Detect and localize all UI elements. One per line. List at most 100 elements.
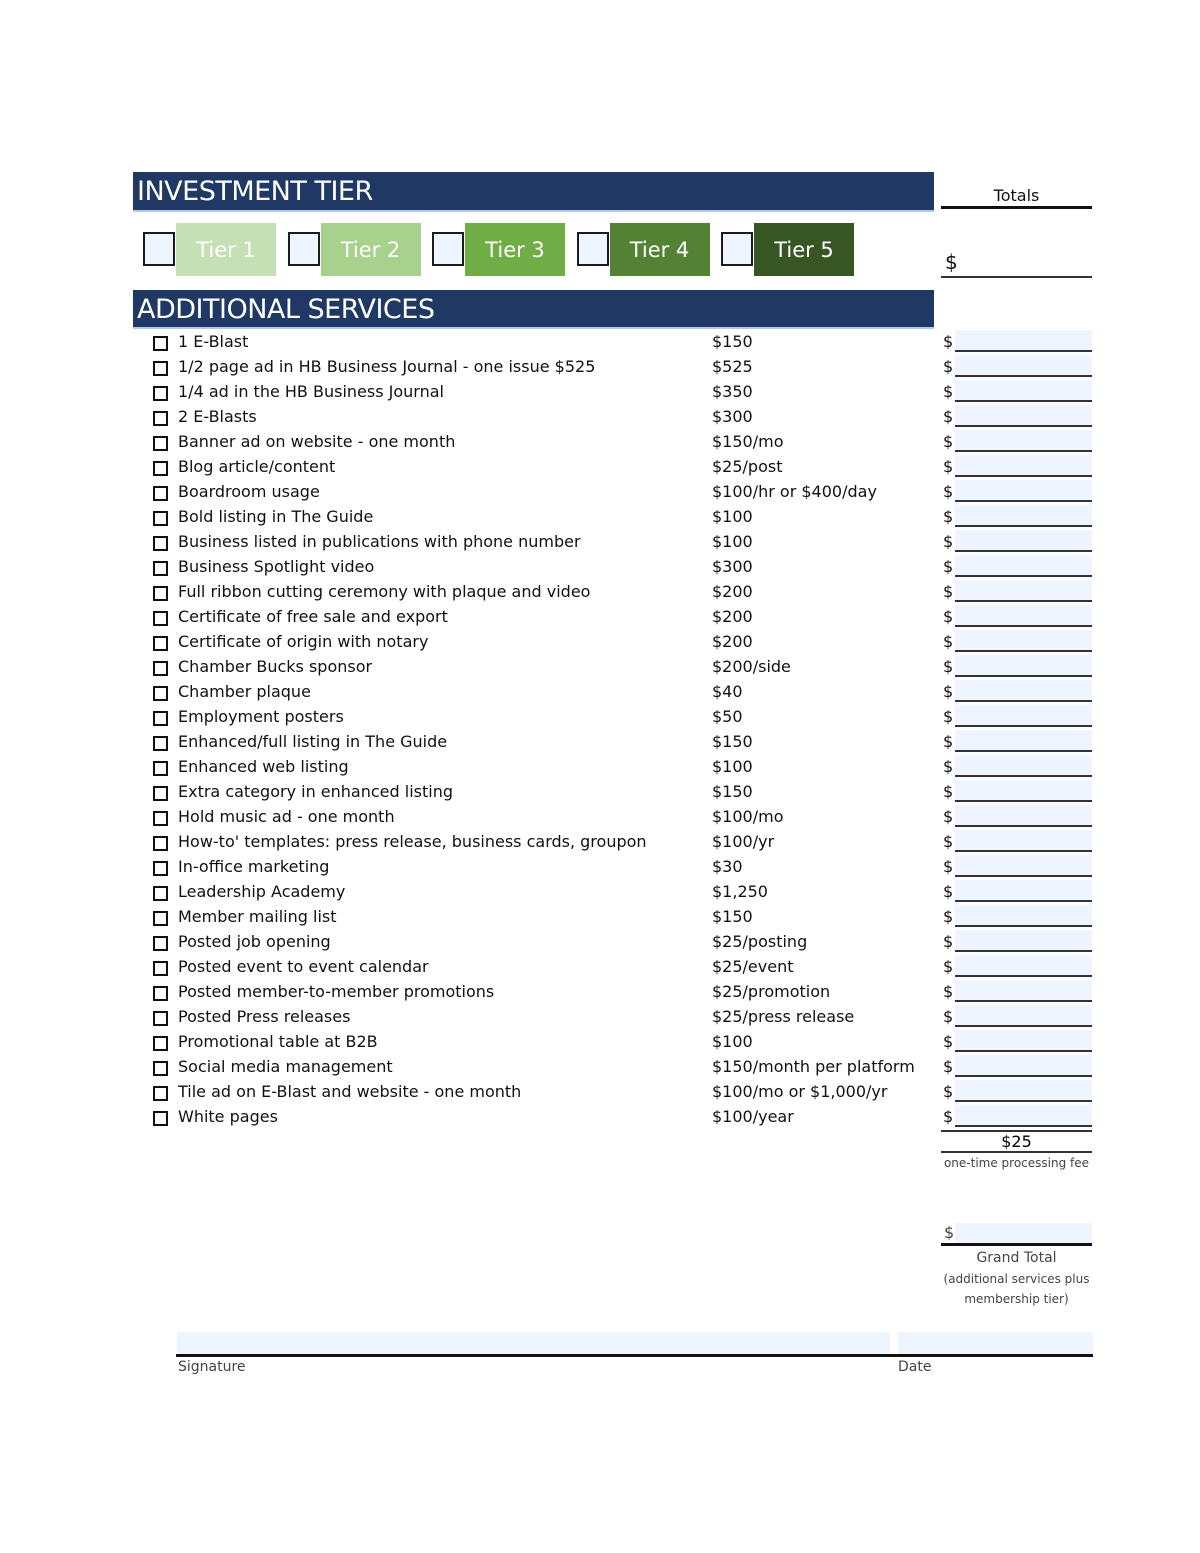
service-checkbox[interactable] bbox=[153, 736, 168, 751]
service-total-field[interactable] bbox=[955, 330, 1092, 352]
service-total-field[interactable] bbox=[955, 680, 1092, 702]
service-total-field[interactable] bbox=[955, 355, 1092, 377]
service-total-field[interactable] bbox=[955, 380, 1092, 402]
service-checkbox[interactable] bbox=[153, 461, 168, 476]
tier-5-checkbox[interactable] bbox=[721, 232, 753, 266]
date-field[interactable] bbox=[898, 1332, 1093, 1354]
service-checkbox[interactable] bbox=[153, 636, 168, 651]
service-total-field[interactable] bbox=[955, 1105, 1092, 1127]
processing-fee-label: one-time processing fee bbox=[943, 1156, 1090, 1170]
tier-4-checkbox[interactable] bbox=[576, 232, 609, 266]
service-checkbox[interactable] bbox=[153, 336, 168, 351]
service-total-field[interactable] bbox=[955, 405, 1092, 427]
grand-total-field[interactable]: $ bbox=[941, 1223, 1092, 1246]
tier-1-checkbox[interactable] bbox=[143, 232, 175, 266]
service-name: In-office marketing bbox=[178, 857, 330, 876]
service-total-field[interactable] bbox=[955, 780, 1092, 802]
service-total-field[interactable] bbox=[955, 805, 1092, 827]
service-checkbox[interactable] bbox=[153, 511, 168, 526]
service-total-field[interactable] bbox=[955, 1080, 1092, 1102]
service-row: 1 E-Blast $150 $ bbox=[150, 330, 1100, 355]
service-total-field[interactable] bbox=[955, 630, 1092, 652]
service-price: $30 bbox=[712, 857, 743, 876]
currency-symbol: $ bbox=[943, 607, 954, 626]
service-total-field[interactable] bbox=[955, 830, 1092, 852]
service-price: $200 bbox=[712, 607, 753, 626]
service-checkbox[interactable] bbox=[153, 761, 168, 776]
service-checkbox[interactable] bbox=[153, 1036, 168, 1051]
service-checkbox[interactable] bbox=[153, 1086, 168, 1101]
service-total-field[interactable] bbox=[955, 980, 1092, 1002]
service-total-field[interactable] bbox=[955, 655, 1092, 677]
service-checkbox[interactable] bbox=[153, 661, 168, 676]
tier-5-option[interactable]: Tier 5 bbox=[754, 223, 854, 276]
service-total-field[interactable] bbox=[955, 905, 1092, 927]
service-total-field[interactable] bbox=[955, 855, 1092, 877]
signature-field[interactable] bbox=[177, 1332, 890, 1354]
service-total-field[interactable] bbox=[955, 880, 1092, 902]
service-total-field[interactable] bbox=[955, 755, 1092, 777]
service-checkbox[interactable] bbox=[153, 936, 168, 951]
service-checkbox[interactable] bbox=[153, 1111, 168, 1126]
service-total-field[interactable] bbox=[955, 480, 1092, 502]
service-checkbox[interactable] bbox=[153, 886, 168, 901]
service-checkbox[interactable] bbox=[153, 536, 168, 551]
service-name: Banner ad on website - one month bbox=[178, 432, 456, 451]
service-checkbox[interactable] bbox=[153, 686, 168, 701]
service-total-field[interactable] bbox=[955, 430, 1092, 452]
service-checkbox[interactable] bbox=[153, 361, 168, 376]
service-checkbox[interactable] bbox=[153, 1061, 168, 1076]
service-price: $100/hr or $400/day bbox=[712, 482, 877, 501]
service-total-field[interactable] bbox=[955, 530, 1092, 552]
service-row: Banner ad on website - one month $150/mo… bbox=[150, 430, 1100, 455]
service-checkbox[interactable] bbox=[153, 861, 168, 876]
service-total-field[interactable] bbox=[955, 955, 1092, 977]
service-checkbox[interactable] bbox=[153, 911, 168, 926]
service-checkbox[interactable] bbox=[153, 711, 168, 726]
service-total-field[interactable] bbox=[955, 1005, 1092, 1027]
service-checkbox[interactable] bbox=[153, 436, 168, 451]
tier-3-option[interactable]: Tier 3 bbox=[465, 223, 565, 276]
tier-4-option[interactable]: Tier 4 bbox=[609, 223, 710, 276]
currency-symbol: $ bbox=[943, 482, 954, 501]
service-total-field[interactable] bbox=[955, 930, 1092, 952]
signature-label: Signature bbox=[178, 1359, 246, 1375]
currency-symbol: $ bbox=[943, 1107, 954, 1126]
service-row: White pages $100/year $ bbox=[150, 1105, 1100, 1130]
service-total-field[interactable] bbox=[955, 505, 1092, 527]
service-checkbox[interactable] bbox=[153, 386, 168, 401]
service-row: Tile ad on E-Blast and website - one mon… bbox=[150, 1080, 1100, 1105]
service-total-field[interactable] bbox=[955, 580, 1092, 602]
service-total-field[interactable] bbox=[955, 605, 1092, 627]
tier-1-option[interactable]: Tier 1 bbox=[176, 223, 276, 276]
service-checkbox[interactable] bbox=[153, 561, 168, 576]
tier-3-checkbox[interactable] bbox=[432, 232, 464, 266]
service-total-field[interactable] bbox=[955, 730, 1092, 752]
tier-2-checkbox[interactable] bbox=[287, 232, 320, 266]
service-total-field[interactable] bbox=[955, 1055, 1092, 1077]
service-name: 1/4 ad in the HB Business Journal bbox=[178, 382, 444, 401]
service-checkbox[interactable] bbox=[153, 1011, 168, 1026]
service-total-field[interactable] bbox=[955, 455, 1092, 477]
service-checkbox[interactable] bbox=[153, 486, 168, 501]
service-checkbox[interactable] bbox=[153, 586, 168, 601]
service-checkbox[interactable] bbox=[153, 836, 168, 851]
service-total-field[interactable] bbox=[955, 555, 1092, 577]
service-checkbox[interactable] bbox=[153, 611, 168, 626]
tier-total-field[interactable]: $ bbox=[941, 248, 1092, 278]
service-checkbox[interactable] bbox=[153, 411, 168, 426]
grand-total-label: Grand Total bbox=[976, 1250, 1057, 1266]
currency-symbol: $ bbox=[943, 657, 954, 676]
service-checkbox[interactable] bbox=[153, 961, 168, 976]
service-row: Employment posters $50 $ bbox=[150, 705, 1100, 730]
service-checkbox[interactable] bbox=[153, 986, 168, 1001]
currency-symbol: $ bbox=[943, 682, 954, 701]
service-total-field[interactable] bbox=[955, 1030, 1092, 1052]
service-total-field[interactable] bbox=[955, 705, 1092, 727]
service-name: 1/2 page ad in HB Business Journal - one… bbox=[178, 357, 596, 376]
tier-2-option[interactable]: Tier 2 bbox=[320, 223, 421, 276]
service-checkbox[interactable] bbox=[153, 811, 168, 826]
service-checkbox[interactable] bbox=[153, 786, 168, 801]
currency-symbol: $ bbox=[943, 457, 954, 476]
currency-symbol: $ bbox=[943, 382, 954, 401]
